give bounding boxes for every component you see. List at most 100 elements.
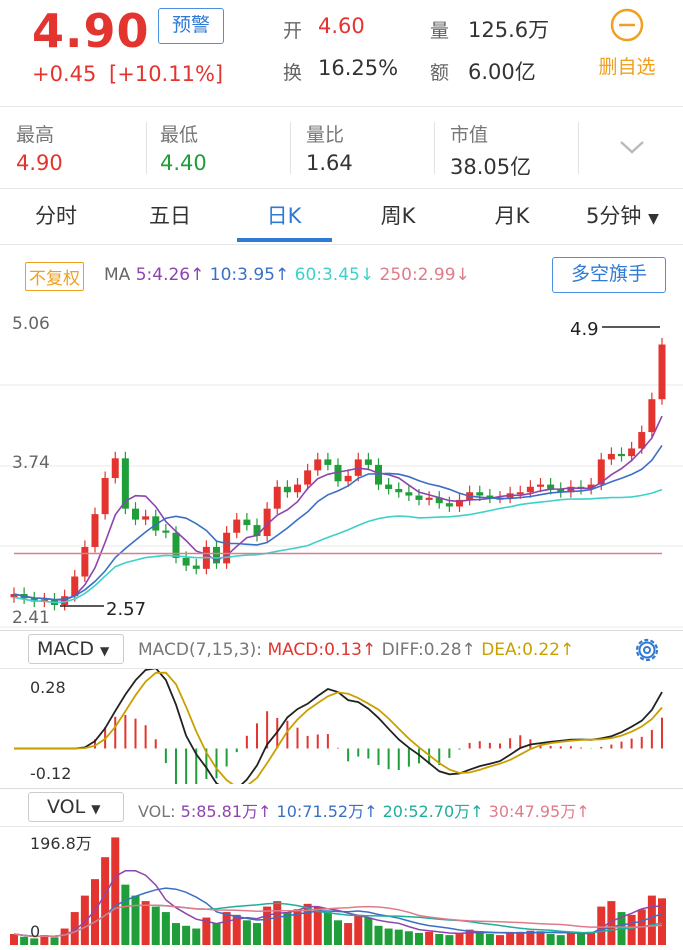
volume-bar [536, 931, 545, 945]
stat-low-value: 4.40 [160, 151, 207, 175]
volume-bar [232, 914, 241, 945]
vol20-value: 20:52.70万↑ [382, 802, 484, 821]
triangle-down-icon: ▼ [100, 644, 110, 658]
volume-bar [516, 931, 525, 945]
volume-bar [566, 932, 575, 945]
volume-bar [607, 901, 616, 945]
stat-high-value: 4.90 [16, 151, 63, 175]
candle-body [324, 459, 332, 465]
volume-bar [263, 906, 272, 945]
candle-body [344, 475, 352, 482]
kline-ymax-label: 5.06 [12, 314, 50, 334]
vol-params: VOL: [138, 802, 176, 821]
volume-bar [111, 837, 120, 945]
stat-market-cap-value: 38.05亿 [450, 155, 532, 179]
macd-value: MACD:0.13↑ [267, 640, 377, 660]
tab-weekly-k[interactable]: 周K [380, 204, 416, 228]
volume-bar [151, 906, 160, 945]
tab-intraday[interactable]: 分时 [35, 204, 77, 228]
volume-bar [30, 938, 39, 945]
candle-body [334, 464, 342, 482]
stat-high: 最高 4.90 [16, 120, 63, 180]
volume-bar [546, 934, 555, 945]
candle-body [658, 344, 666, 400]
candle-body [263, 508, 271, 537]
macd-legend: MACD(7,15,3): MACD:0.13↑ DIFF:0.28↑ DEA:… [138, 640, 574, 660]
candle-body [192, 565, 200, 569]
kline-ymid-label: 3.74 [12, 453, 50, 473]
volume-bar [293, 909, 302, 945]
candle-body [213, 546, 220, 564]
kline-chart[interactable]: 5.06 3.74 2.41 4.9 2.57 [0, 305, 683, 630]
amount-label: 额 [430, 62, 450, 84]
volume-bar [526, 930, 535, 945]
bull-bear-button[interactable]: 多空旗手 [552, 257, 666, 293]
remove-watch-button[interactable]: 删自选 [590, 8, 664, 86]
candle-body [567, 486, 575, 493]
candle-body [547, 484, 555, 489]
volume-bar [647, 895, 656, 945]
candle-body [314, 459, 322, 471]
macd-chart[interactable]: 0.28 -0.12 [0, 669, 683, 784]
candle-body [364, 459, 372, 465]
tab-monthly-k[interactable]: 月K [494, 204, 530, 228]
candle-body [415, 495, 423, 500]
adjust-toggle[interactable]: 不复权 [25, 262, 84, 291]
candle-body [395, 488, 403, 493]
volume-bar [101, 857, 110, 945]
volume-bar [658, 898, 666, 945]
volume-bar [506, 932, 515, 945]
stat-high-label: 最高 [16, 124, 55, 146]
candle-body [172, 532, 180, 558]
macd-selector[interactable]: MACD ▼ [28, 634, 124, 664]
candle-body [607, 453, 615, 460]
candle-body [10, 594, 18, 598]
volume-bar [384, 928, 393, 945]
dea-value: DEA:0.22↑ [481, 640, 575, 660]
volume-bar [121, 884, 130, 945]
macd-top-label: 0.28 [30, 678, 66, 697]
ma250-value: 250:2.99↓ [379, 265, 470, 285]
volume-bar [404, 931, 413, 945]
volume-bar [172, 923, 180, 945]
candle-body [253, 525, 261, 537]
candle-body [445, 503, 453, 507]
candle-body [648, 399, 656, 433]
volume-bar [455, 932, 464, 945]
alert-button[interactable]: 预警 [158, 8, 224, 44]
candle-body [294, 484, 301, 493]
volume-bar [283, 912, 292, 945]
tab-daily-k[interactable]: 日K [266, 204, 302, 228]
vol30-line [13, 904, 663, 938]
volume-bar [212, 923, 221, 945]
volume-bar [485, 934, 494, 945]
macd-selector-label: MACD [37, 638, 94, 660]
kline-ymin-label: 2.41 [12, 608, 50, 628]
candle-body [385, 484, 393, 489]
candle-body [526, 486, 534, 493]
tab-5min[interactable]: 5分钟 ▼ [586, 200, 659, 230]
volume-bar [70, 912, 79, 945]
tab-five-day[interactable]: 五日 [149, 204, 191, 228]
candle-body [537, 484, 544, 487]
volume-chart[interactable]: 196.8万 0 [0, 827, 683, 947]
macd-bottom-label: -0.12 [30, 764, 71, 783]
volume-bar [344, 923, 353, 945]
volume-bar [40, 935, 49, 945]
candle-body [132, 508, 139, 520]
volume-bar [60, 928, 69, 945]
price-change-value: +0.45 [32, 62, 97, 86]
volume-bar [627, 914, 636, 945]
vol-top-label: 196.8万 [30, 834, 92, 853]
volume-bar [20, 936, 29, 945]
vol-selector[interactable]: VOL ▼ [28, 792, 124, 822]
volume-bar [415, 932, 423, 945]
price-change: +0.45 [+10.11%] [32, 62, 223, 86]
volume-bar [445, 935, 454, 945]
stat-low-label: 最低 [160, 124, 199, 146]
minus-circle-icon [610, 8, 644, 42]
chevron-down-icon[interactable] [618, 138, 646, 156]
candle-body [81, 546, 89, 577]
volume-bar [131, 895, 140, 945]
gear-icon[interactable] [632, 635, 662, 665]
